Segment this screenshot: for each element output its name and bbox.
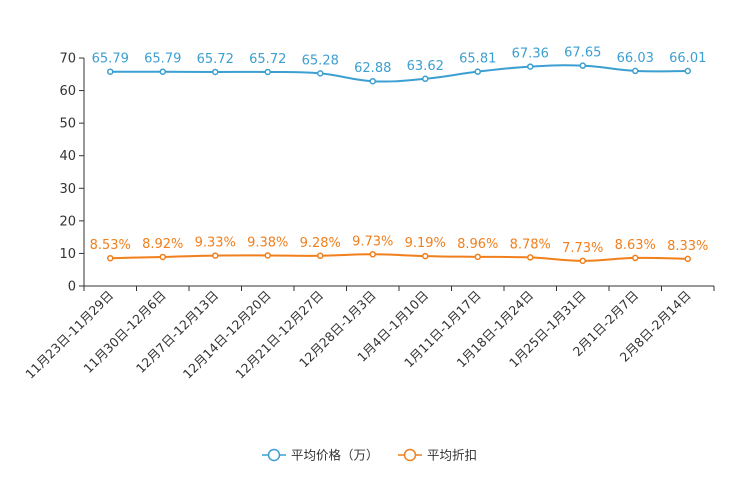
data-point[interactable] (159, 68, 166, 75)
data-point[interactable] (579, 62, 586, 69)
data-label: 65.79 (92, 52, 129, 67)
y-tick-label: 60 (59, 84, 76, 99)
y-tick-label: 10 (59, 247, 76, 262)
y-tick-label: 30 (59, 182, 76, 197)
data-label: 65.79 (144, 52, 181, 67)
data-label: 7.73% (562, 241, 603, 256)
series-line-1 (110, 64, 688, 83)
data-label: 9.73% (352, 234, 393, 249)
data-label: 8.63% (615, 238, 656, 253)
data-label: 66.03 (617, 51, 654, 66)
data-label: 9.28% (300, 236, 341, 251)
data-label: 62.88 (354, 61, 391, 76)
y-tick-label: 20 (59, 214, 76, 229)
y-tick-label: 0 (68, 280, 76, 295)
x-tick-label: 12月14日-12月20日 (180, 288, 274, 382)
y-tick-label: 40 (59, 149, 76, 164)
data-point[interactable] (422, 75, 429, 83)
data-point[interactable] (684, 255, 691, 263)
x-tick-label: 11月23日-11月29日 (22, 288, 116, 382)
data-label: 67.65 (564, 46, 601, 61)
data-point[interactable] (107, 254, 114, 262)
legend-label[interactable]: 平均价格（万） (291, 448, 379, 463)
legend-swatch-marker[interactable] (267, 448, 281, 462)
data-point[interactable] (212, 68, 219, 76)
data-label: 65.72 (249, 52, 286, 67)
legend-swatch-marker[interactable] (403, 448, 417, 462)
data-label: 65.81 (459, 52, 496, 67)
y-tick-label: 50 (59, 117, 76, 132)
data-label: 67.36 (512, 47, 549, 62)
data-point[interactable] (474, 68, 481, 75)
data-point[interactable] (684, 67, 691, 75)
data-point[interactable] (369, 251, 376, 258)
data-label: 8.78% (510, 237, 551, 252)
data-point[interactable] (317, 252, 324, 260)
data-point[interactable] (159, 253, 166, 261)
y-tick-label: 70 (59, 52, 76, 67)
data-point[interactable] (369, 77, 376, 85)
data-point[interactable] (422, 252, 429, 260)
data-point[interactable] (107, 68, 114, 75)
x-tick-label: 12月21日-12月27日 (232, 288, 326, 382)
data-label: 66.01 (669, 51, 706, 66)
data-point[interactable] (264, 68, 271, 76)
data-point[interactable] (264, 252, 271, 259)
data-label: 8.92% (142, 237, 183, 252)
series-line-2 (110, 253, 688, 262)
data-point[interactable] (527, 63, 534, 70)
data-label: 63.62 (407, 59, 444, 74)
data-label: 8.53% (90, 238, 131, 253)
legend-label[interactable]: 平均折扣 (427, 448, 477, 463)
data-point[interactable] (579, 257, 586, 265)
data-label: 8.33% (667, 239, 708, 254)
data-label: 9.38% (247, 235, 288, 250)
data-label: 65.72 (197, 52, 234, 67)
data-point[interactable] (212, 252, 219, 259)
data-point[interactable] (474, 253, 481, 261)
data-point[interactable] (632, 254, 639, 262)
data-label: 8.96% (457, 237, 498, 252)
data-label: 9.33% (195, 236, 236, 251)
data-label: 65.28 (302, 53, 339, 68)
data-point[interactable] (527, 254, 534, 261)
data-point[interactable] (317, 70, 324, 77)
data-label: 9.19% (405, 236, 446, 251)
data-point[interactable] (632, 67, 639, 75)
